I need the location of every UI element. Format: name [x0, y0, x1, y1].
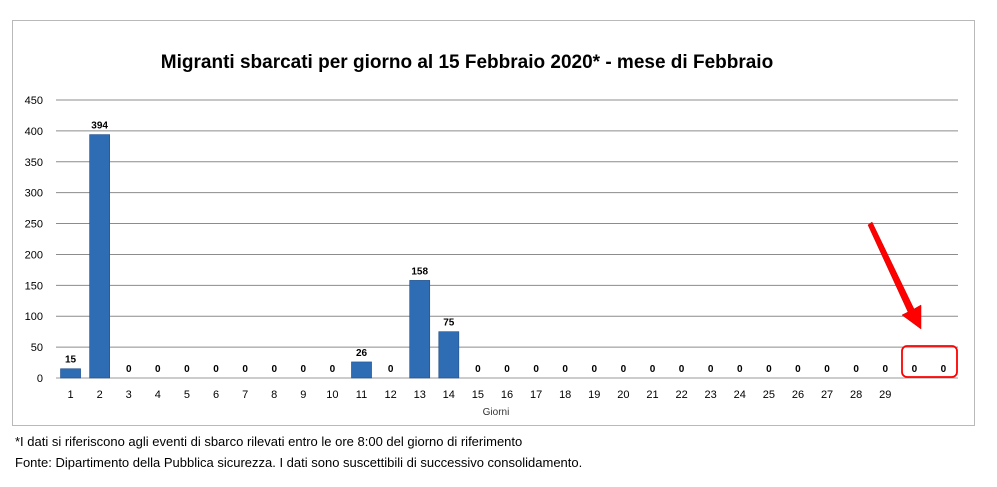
footnote-note: *I dati si riferiscono agli eventi di sb…: [15, 434, 523, 449]
y-tick-label: 350: [25, 157, 43, 169]
data-label: 0: [824, 364, 830, 375]
data-label: 158: [411, 266, 428, 277]
x-axis-ticks: 1 2 3 4 5 6 7 8 9 10 11 12 13 14 15 16 17 18 19 20 21 22 23 24 2…: [67, 389, 891, 401]
data-label: 0: [766, 364, 772, 375]
x-tick-label: 14: [443, 389, 455, 401]
data-label: 0: [912, 364, 918, 375]
data-label: 0: [155, 364, 161, 375]
data-label: 0: [621, 364, 627, 375]
x-tick-label: 10: [326, 389, 338, 401]
data-label: 0: [301, 364, 307, 375]
bar: [438, 331, 460, 379]
data-label: 0: [679, 364, 685, 375]
annotation: [867, 221, 958, 378]
chart-frame: Migranti sbarcati per giorno al 15 Febbr…: [12, 20, 975, 426]
data-label: 0: [708, 364, 714, 375]
x-tick-label: 26: [792, 389, 804, 401]
x-tick-label: 27: [821, 389, 833, 401]
x-tick-label: 6: [213, 389, 219, 401]
y-tick-label: 100: [25, 311, 43, 323]
data-label: 0: [330, 364, 336, 375]
y-tick-label: 0: [37, 373, 43, 385]
y-tick-label: 250: [25, 219, 43, 231]
x-tick-label: 1: [67, 389, 73, 401]
x-tick-label: 23: [705, 389, 717, 401]
x-tick-label: 17: [530, 389, 542, 401]
x-tick-label: 11: [356, 389, 367, 401]
data-label: 0: [388, 364, 394, 375]
x-tick-label: 20: [617, 389, 629, 401]
footnote-source: Fonte: Dipartimento della Pubblica sicur…: [15, 455, 583, 470]
x-tick-label: 24: [734, 389, 746, 401]
bar: [351, 361, 372, 379]
x-tick-label: 25: [763, 389, 775, 401]
x-tick-label: 7: [242, 389, 248, 401]
x-tick-label: 4: [155, 389, 161, 401]
red-arrow-icon: [867, 221, 922, 330]
x-tick-label: 5: [184, 389, 190, 401]
bar: [89, 134, 110, 379]
data-label: 0: [184, 364, 190, 375]
data-label: 394: [91, 121, 108, 132]
x-tick-label: 8: [271, 389, 277, 401]
data-label: 0: [795, 364, 801, 375]
x-tick-label: 22: [675, 389, 687, 401]
x-tick-label: 13: [414, 389, 426, 401]
data-label: 0: [853, 364, 859, 375]
data-label: 0: [592, 364, 598, 375]
x-tick-label: 16: [501, 389, 513, 401]
bars: [60, 134, 460, 379]
highlight-box: [901, 345, 958, 378]
data-label: 0: [650, 364, 656, 375]
data-label: 0: [213, 364, 219, 375]
y-tick-label: 300: [25, 188, 43, 200]
data-label: 0: [504, 364, 510, 375]
data-labels: 15 394 0 0 0 0 0 0 0 0 26 0 158 75 0 0 0 0 0 0 0 0 0 0 0 0 0 0 0 0 0: [65, 121, 947, 375]
x-tick-label: 28: [850, 389, 862, 401]
data-label: 0: [737, 364, 743, 375]
x-tick-label: 21: [646, 389, 658, 401]
data-label: 0: [126, 364, 132, 375]
bar: [60, 368, 81, 379]
y-tick-label: 50: [31, 342, 43, 354]
data-label: 0: [533, 364, 539, 375]
x-tick-label: 29: [879, 389, 891, 401]
bar-chart: Migranti sbarcati per giorno al 15 Febbr…: [25, 52, 958, 418]
y-tick-label: 150: [25, 280, 43, 292]
data-label: 75: [443, 318, 455, 329]
bar: [409, 280, 431, 379]
gridlines: [56, 99, 958, 379]
x-tick-label: 15: [472, 389, 484, 401]
x-tick-label: 19: [588, 389, 600, 401]
y-tick-label: 450: [25, 95, 43, 107]
x-tick-label: 2: [97, 389, 103, 401]
y-tick-label: 200: [25, 249, 43, 261]
chart-title: Migranti sbarcati per giorno al 15 Febbr…: [161, 52, 773, 73]
x-tick-label: 18: [559, 389, 571, 401]
data-label: 0: [242, 364, 248, 375]
y-tick-label: 400: [25, 126, 43, 138]
data-label: 0: [882, 364, 888, 375]
data-label: 0: [271, 364, 277, 375]
x-tick-label: 12: [384, 389, 396, 401]
y-axis-ticks: 0 50 100 150 200 250 300 350 400 450: [25, 95, 43, 385]
x-tick-label: 3: [126, 389, 132, 401]
data-label: 26: [356, 348, 368, 359]
data-label: 0: [941, 364, 947, 375]
x-axis-title: Giorni: [483, 407, 510, 418]
data-label: 15: [65, 355, 77, 366]
x-tick-label: 9: [300, 389, 306, 401]
data-label: 0: [562, 364, 568, 375]
data-label: 0: [475, 364, 481, 375]
